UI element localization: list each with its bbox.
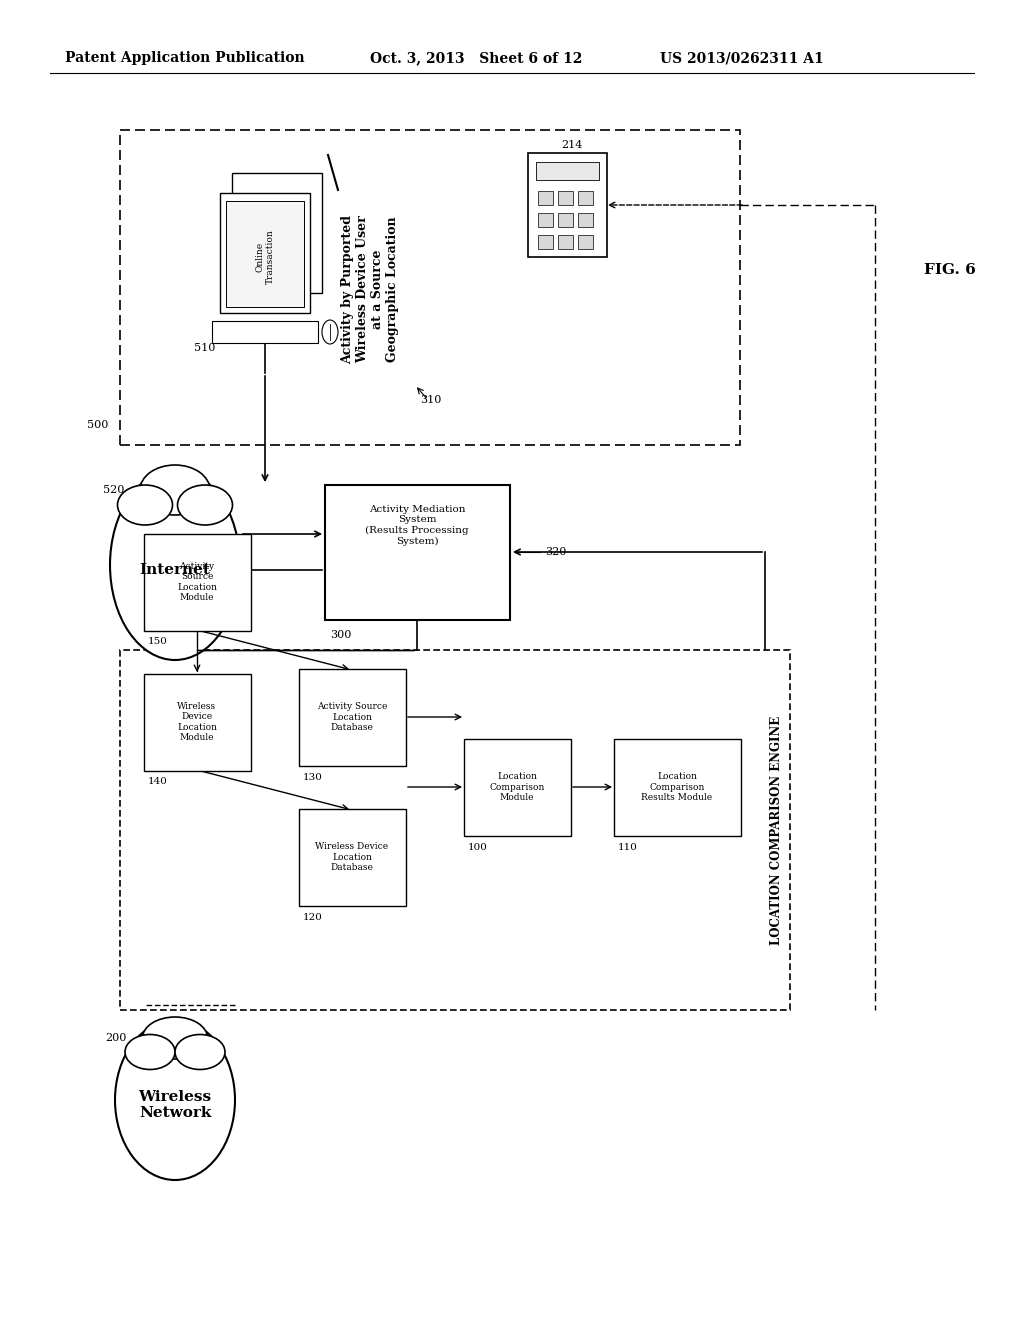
FancyBboxPatch shape (614, 739, 741, 836)
Bar (536, 162, 599, 180)
Text: 120: 120 (303, 912, 323, 921)
FancyBboxPatch shape (325, 484, 510, 620)
Ellipse shape (177, 484, 232, 525)
Bar (578, 235, 593, 249)
Text: Activity
Source
Location
Module: Activity Source Location Module (177, 562, 217, 602)
Bar (538, 213, 553, 227)
FancyBboxPatch shape (464, 739, 571, 836)
Bar (226, 201, 304, 308)
Ellipse shape (142, 1016, 208, 1059)
Text: Activity Source
Location
Database: Activity Source Location Database (316, 702, 387, 731)
Text: Wireless Device
Location
Database: Wireless Device Location Database (315, 842, 388, 873)
Text: 310: 310 (420, 395, 441, 405)
Text: 214: 214 (561, 140, 583, 150)
FancyBboxPatch shape (528, 153, 607, 257)
Bar (538, 235, 553, 249)
Text: 100: 100 (468, 842, 487, 851)
Bar (558, 213, 573, 227)
Text: 130: 130 (303, 772, 323, 781)
Ellipse shape (115, 1020, 234, 1180)
Bar (558, 191, 573, 205)
Text: 140: 140 (148, 777, 168, 787)
Text: 320: 320 (545, 546, 566, 557)
Ellipse shape (322, 319, 338, 345)
Text: FIG. 6: FIG. 6 (924, 263, 976, 277)
Text: 300: 300 (330, 630, 351, 640)
FancyBboxPatch shape (299, 809, 406, 906)
Text: 150: 150 (148, 638, 168, 647)
Bar (558, 235, 573, 249)
Text: 500: 500 (87, 420, 108, 430)
Text: Wireless
Network: Wireless Network (138, 1090, 212, 1121)
Ellipse shape (125, 1035, 175, 1069)
Text: Oct. 3, 2013   Sheet 6 of 12: Oct. 3, 2013 Sheet 6 of 12 (370, 51, 583, 65)
Bar (578, 213, 593, 227)
FancyBboxPatch shape (299, 669, 406, 766)
FancyBboxPatch shape (144, 675, 251, 771)
Bar (212, 321, 318, 343)
Text: Patent Application Publication: Patent Application Publication (65, 51, 304, 65)
Ellipse shape (175, 1035, 225, 1069)
Text: 110: 110 (618, 842, 638, 851)
Ellipse shape (140, 465, 210, 515)
Bar (220, 193, 310, 313)
Text: US 2013/0262311 A1: US 2013/0262311 A1 (660, 51, 823, 65)
Text: Activity Mediation
System
(Results Processing
System): Activity Mediation System (Results Proce… (366, 506, 469, 545)
Text: Activity by Purported
Wireless Device User
at a Source
Geographic Location: Activity by Purported Wireless Device Us… (341, 215, 399, 364)
Bar (538, 191, 553, 205)
Text: Location
Comparison
Module: Location Comparison Module (489, 772, 545, 801)
Ellipse shape (110, 470, 240, 660)
Text: 200: 200 (105, 1034, 126, 1043)
Text: Online
Transaction: Online Transaction (255, 230, 274, 284)
Ellipse shape (118, 484, 172, 525)
Bar (578, 191, 593, 205)
Text: Wireless
Device
Location
Module: Wireless Device Location Module (177, 702, 217, 742)
Text: LOCATION COMPARISON ENGINE: LOCATION COMPARISON ENGINE (769, 715, 782, 945)
Text: 520: 520 (103, 484, 124, 495)
FancyBboxPatch shape (144, 535, 251, 631)
Text: Location
Comparison
Results Module: Location Comparison Results Module (641, 772, 713, 801)
Text: Internet: Internet (139, 564, 211, 577)
Bar (232, 173, 322, 293)
Text: 510: 510 (194, 343, 215, 352)
